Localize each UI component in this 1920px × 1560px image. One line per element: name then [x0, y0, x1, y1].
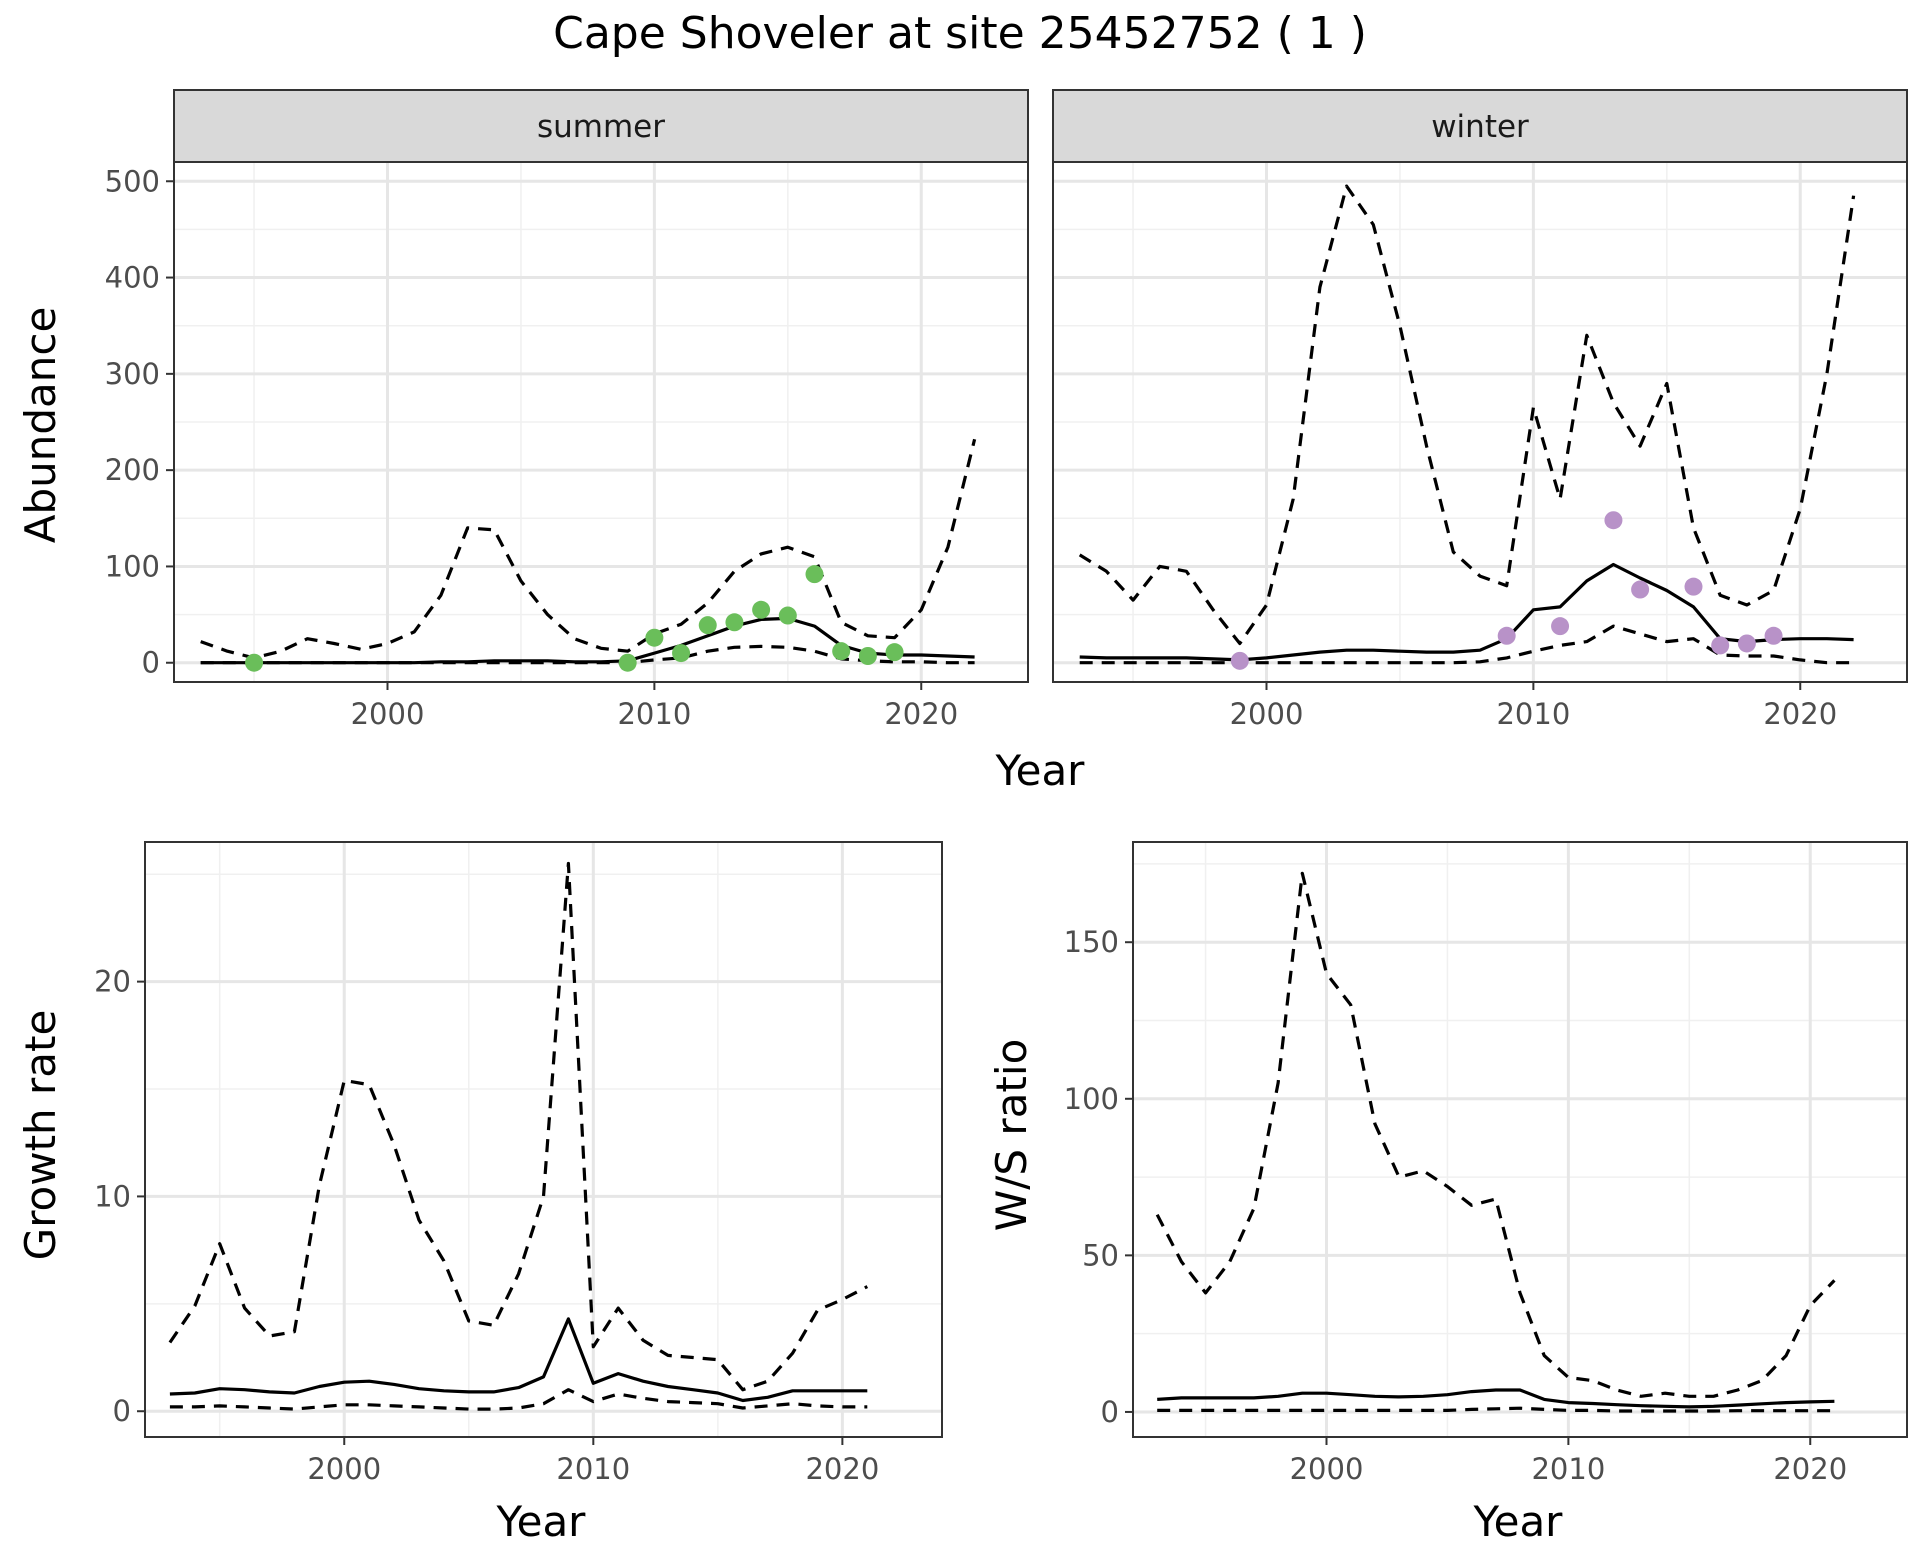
summer-tick-label-y: 500 [105, 164, 160, 198]
growth-panel-border [144, 841, 943, 1438]
winter-tick-label-x: 2010 [1496, 697, 1570, 731]
summer-tick-label-x: 2010 [617, 697, 691, 731]
winter-observed-point [1764, 626, 1783, 645]
ratio-panel-border [1132, 841, 1908, 1438]
winter-observed-point [1230, 651, 1249, 670]
growth-tick-label-y: 20 [94, 965, 131, 999]
winter-panel-border [1052, 161, 1908, 683]
growth-plot-area: 2000 2010 2020 0 10 20 [94, 841, 943, 1486]
winter-observed-point [1551, 617, 1570, 636]
ratio-interval-line [1157, 1406, 1835, 1413]
growth-tick-label-y: 0 [113, 1394, 131, 1428]
winter-tick-label-x: 2020 [1763, 697, 1837, 731]
abundance-y-axis-label: Abundance [16, 307, 65, 544]
winter-observed-point [1737, 634, 1756, 653]
summer-observed-point [885, 643, 904, 662]
summer-observed-point [725, 613, 744, 632]
abundance-summer-panel: summer 2000 2010 2020 0 100 200 300 400 500 [105, 89, 1029, 731]
summer-observed-point [672, 644, 691, 663]
ratio-plot-area: 2000 2010 2020 0 50 100 150 [1064, 841, 1908, 1486]
winter-observed-point [1497, 626, 1516, 645]
ratio-tick-label-y: 100 [1064, 1082, 1119, 1116]
ratio-tick-label-y: 150 [1064, 925, 1119, 959]
ratio-tick-label-x: 2020 [1773, 1452, 1847, 1486]
growth-interval-line [169, 1388, 868, 1411]
facet-label-winter: winter [1431, 109, 1529, 145]
summer-observed-point [752, 600, 771, 619]
growth-tick-label-x: 2000 [307, 1452, 381, 1486]
winter-plot-area: 2000 2010 2020 [1052, 161, 1908, 731]
growth-rate-panel: 2000 2010 2020 0 10 20 [94, 841, 943, 1486]
summer-observed-point [858, 647, 877, 665]
ratio-x-axis-label: Year [1473, 1497, 1564, 1546]
summer-tick-label-x: 2000 [351, 697, 425, 731]
facet-label-summer: summer [537, 109, 665, 145]
abundance-winter-panel: winter 2000 2010 2020 [1052, 89, 1908, 731]
summer-tick-label-y: 0 [142, 646, 160, 680]
summer-tick-label-y: 300 [105, 357, 160, 391]
abundance-x-axis-label: Year [995, 746, 1086, 795]
summer-observed-point [618, 653, 637, 672]
growth-interval-line [168, 861, 869, 1392]
growth-y-axis-label: Growth rate [16, 1010, 65, 1261]
summer-tick-label-y: 100 [105, 549, 160, 583]
summer-plot-area: 2000 2010 2020 0 100 200 300 400 500 [105, 161, 1029, 731]
ws-ratio-panel: 2000 2010 2020 0 50 100 150 [1064, 841, 1908, 1486]
summer-tick-label-x: 2020 [884, 697, 958, 731]
summer-observed-point [245, 653, 264, 672]
facet-strip-summer [173, 89, 1029, 163]
summer-observed-point [832, 642, 851, 661]
growth-estimate-line [169, 1317, 868, 1403]
summer-tick-label-y: 400 [105, 261, 160, 295]
ratio-tick-label-y: 0 [1101, 1395, 1119, 1429]
winter-observed-point [1631, 580, 1650, 599]
summer-tick-label-y: 200 [105, 453, 160, 487]
summer-observed-point [778, 606, 797, 625]
growth-tick-label-x: 2010 [556, 1452, 630, 1486]
summer-interval-line [200, 438, 977, 660]
winter-observed-point [1711, 636, 1730, 655]
growth-tick-label-x: 2020 [805, 1452, 879, 1486]
summer-observed-point [805, 565, 824, 584]
growth-x-axis-label: Year [496, 1497, 587, 1546]
facet-strip-winter [1052, 89, 1908, 163]
summer-observed-point [698, 616, 717, 635]
summer-observed-point [645, 628, 664, 647]
summer-interval-line [200, 644, 975, 665]
ratio-tick-label-y: 50 [1082, 1238, 1119, 1272]
ratio-interval-line [1155, 871, 1836, 1398]
ratio-tick-label-x: 2010 [1531, 1452, 1605, 1486]
summer-panel-border [173, 161, 1029, 683]
ratio-estimate-line [1157, 1388, 1835, 1409]
winter-tick-label-x: 2000 [1230, 697, 1304, 731]
winter-observed-point [1684, 577, 1703, 596]
winter-interval-line [1078, 184, 1856, 646]
ratio-y-axis-label: W/S ratio [987, 1039, 1036, 1232]
winter-interval-line [1079, 624, 1854, 665]
growth-tick-label-y: 10 [94, 1179, 131, 1213]
figure-title: Cape Shoveler at site 25452752 ( 1 ) [553, 8, 1367, 59]
winter-observed-point [1604, 511, 1623, 530]
ratio-tick-label-x: 2000 [1290, 1452, 1364, 1486]
